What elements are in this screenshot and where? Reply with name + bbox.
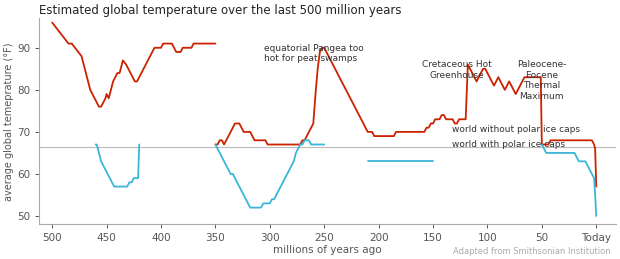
Text: Cretaceous Hot
Greenhouse: Cretaceous Hot Greenhouse [422, 60, 492, 80]
Text: Estimated global temperature over the last 500 million years: Estimated global temperature over the la… [39, 4, 402, 17]
Y-axis label: average global temeprature (°F): average global temeprature (°F) [4, 42, 14, 201]
X-axis label: millions of years ago: millions of years ago [273, 245, 382, 255]
Text: world without polar ice caps: world without polar ice caps [451, 125, 580, 134]
Text: Adapted from Smithsonian Institution: Adapted from Smithsonian Institution [453, 247, 611, 256]
Text: world with polar ice caps: world with polar ice caps [451, 140, 565, 149]
Text: equatorial Pangea too
hot for peat swamps: equatorial Pangea too hot for peat swamp… [264, 44, 364, 63]
Text: Paleocene-
Eocene
Thermal
Maximum: Paleocene- Eocene Thermal Maximum [517, 60, 567, 100]
